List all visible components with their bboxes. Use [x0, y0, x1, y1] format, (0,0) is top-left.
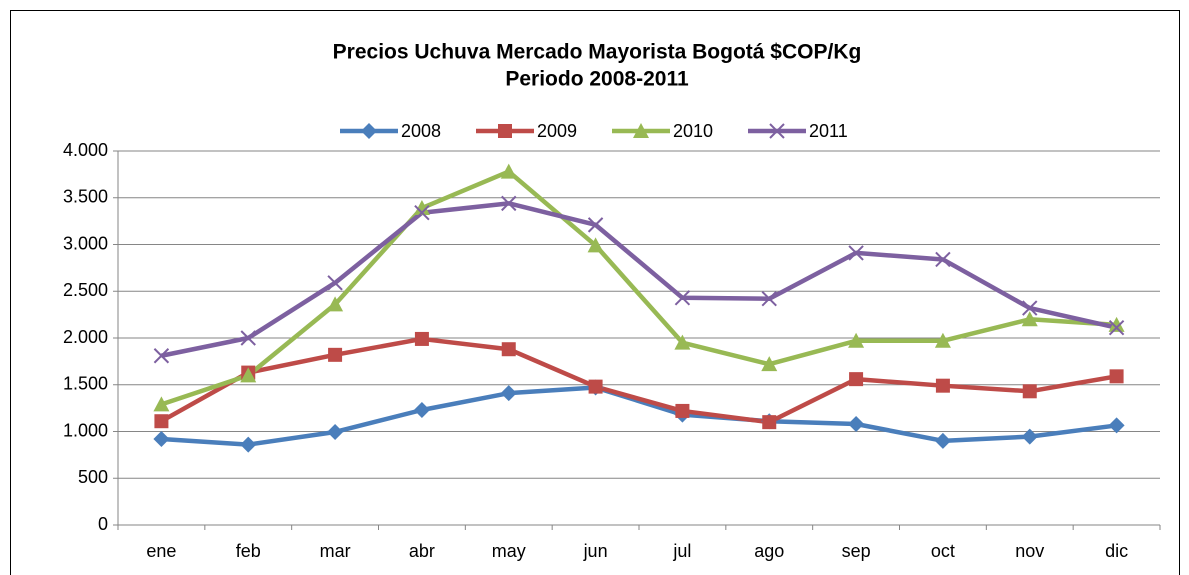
marker [153, 396, 170, 412]
marker [1108, 320, 1125, 336]
x-tick-label: ago [754, 541, 784, 561]
x-tick-label: dic [1105, 541, 1128, 561]
y-tick-label: 4.000 [63, 140, 108, 160]
y-tick-label: 500 [78, 467, 108, 487]
marker [674, 334, 691, 350]
marker [587, 217, 604, 233]
chart-subtitle: Periodo 2008-2011 [505, 68, 689, 91]
marker [1022, 384, 1037, 399]
marker [327, 423, 344, 440]
marker [762, 415, 777, 430]
y-tick-label: 1.500 [63, 374, 108, 394]
marker [153, 348, 170, 364]
marker [1022, 300, 1038, 316]
marker [633, 123, 649, 138]
x-tick-label: abr [409, 541, 435, 561]
marker [498, 124, 512, 138]
marker [500, 163, 517, 179]
x-tick-label: may [492, 541, 526, 561]
marker [240, 367, 257, 383]
legend-label: 2009 [537, 121, 577, 141]
chart-title: Precios Uchuva Mercado Mayorista Bogotá … [333, 41, 862, 64]
marker [761, 356, 778, 372]
marker [587, 237, 604, 253]
y-tick-label: 3.500 [63, 187, 108, 207]
series-line [160, 169, 1117, 407]
marker [1021, 311, 1038, 327]
marker [414, 331, 429, 346]
marker [328, 347, 343, 362]
marker [361, 123, 377, 139]
x-tick-label: nov [1015, 541, 1044, 561]
marker [935, 251, 951, 268]
marker [1021, 428, 1038, 445]
marker [413, 200, 430, 216]
marker [769, 123, 785, 139]
series-line [161, 385, 1117, 447]
marker [500, 385, 517, 402]
marker [848, 416, 865, 433]
marker [848, 332, 865, 348]
marker [240, 330, 256, 346]
marker [674, 290, 691, 306]
marker [501, 342, 516, 357]
marker [327, 296, 344, 312]
marker [414, 205, 430, 221]
series-line [160, 336, 1117, 425]
marker [848, 245, 864, 261]
y-tick-label: 0 [98, 514, 108, 534]
series-line [160, 201, 1118, 358]
marker [1108, 417, 1125, 434]
marker [849, 372, 864, 387]
marker [934, 432, 951, 449]
x-tick-label: oct [931, 541, 955, 561]
legend-label: 2008 [401, 121, 441, 141]
x-tick-label: jun [583, 541, 608, 561]
legend-label: 2011 [809, 121, 848, 141]
y-tick-label: 2.000 [63, 327, 108, 347]
y-tick-label: 3.000 [63, 233, 108, 253]
marker [934, 332, 951, 348]
y-tick-label: 2.500 [63, 280, 108, 300]
chart-border [10, 10, 1180, 575]
x-tick-label: ene [146, 541, 176, 561]
x-tick-label: sep [842, 541, 871, 561]
marker [413, 401, 430, 418]
marker [935, 378, 950, 393]
marker [153, 430, 170, 447]
y-tick-label: 1.000 [63, 420, 108, 440]
marker [1109, 369, 1124, 384]
x-tick-label: jul [672, 541, 691, 561]
legend-label: 2010 [673, 121, 713, 141]
marker [501, 195, 517, 212]
marker [761, 291, 777, 307]
marker [1108, 316, 1125, 332]
marker [240, 436, 257, 453]
marker [154, 414, 169, 429]
marker [675, 403, 690, 418]
marker [327, 275, 343, 291]
x-tick-label: mar [320, 541, 351, 561]
marker [588, 379, 603, 394]
x-tick-label: feb [236, 541, 261, 561]
